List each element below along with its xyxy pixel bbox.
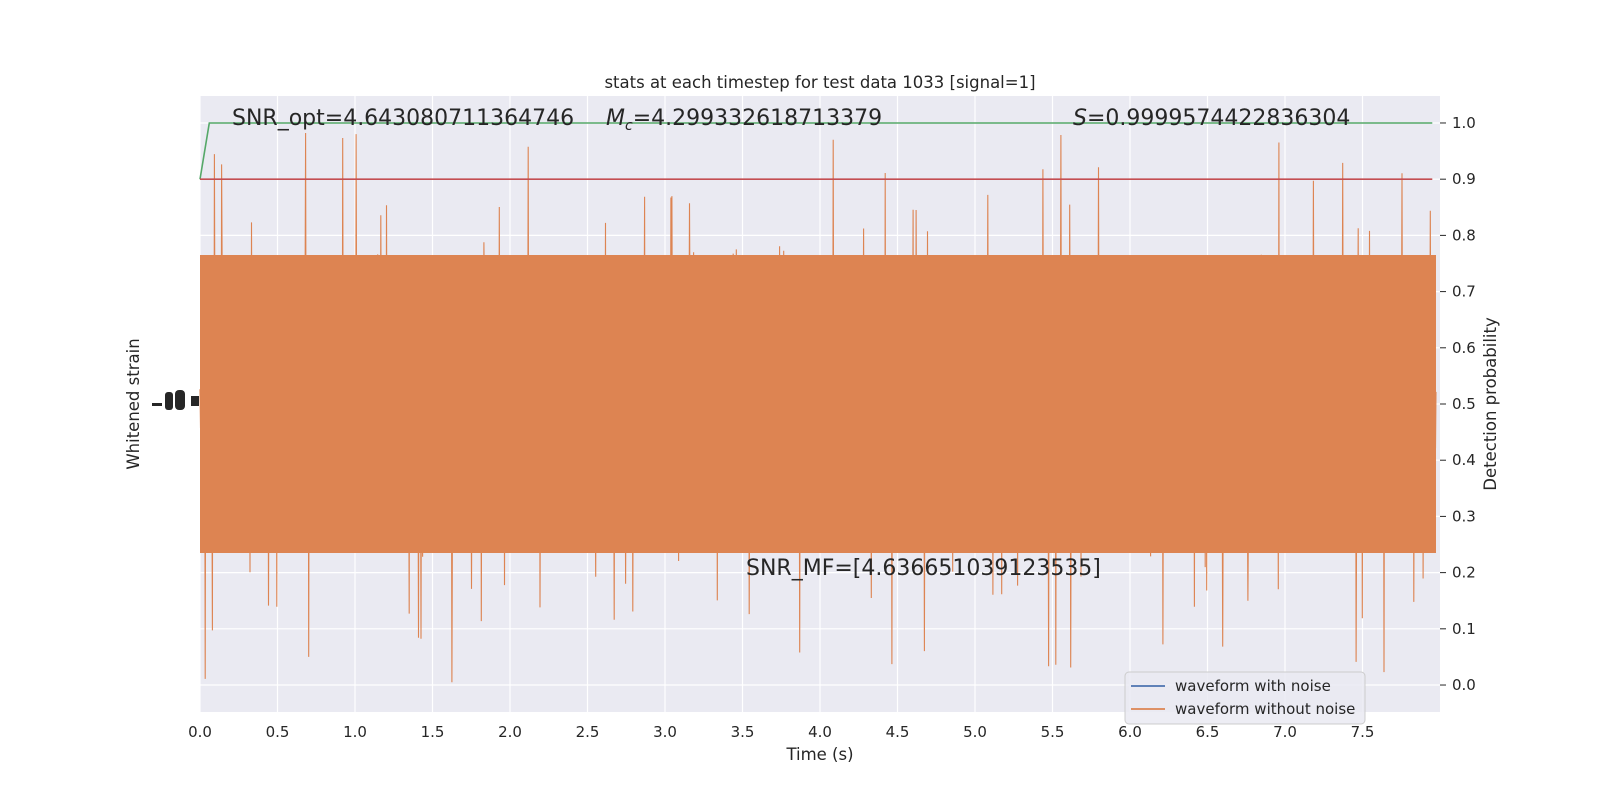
snr-opt-annotation: SNR_opt=4.643080711364746 [232,106,574,131]
y-tick-label: 0.8 [1452,226,1476,244]
left-y-axis-label: Whitened strain [124,338,143,469]
x-tick-label: 7.0 [1273,723,1297,741]
x-tick-label: 6.0 [1118,723,1142,741]
y-tick-label: 0.5 [1452,395,1476,413]
x-tick-label: 0.0 [188,723,212,741]
x-tick-label: 4.5 [886,723,910,741]
x-tick-label: 3.5 [731,723,755,741]
x-tick-label: 1.5 [421,723,445,741]
s-annotation: S=0.9999574422836304 [1073,106,1350,131]
legend: waveform with noise waveform without noi… [1124,671,1366,725]
chirp-mass-annotation: Mc=4.299332618713379 [606,106,882,134]
x-tick-label: 6.5 [1196,723,1220,741]
y-tick-label: 0.3 [1452,507,1476,525]
right-y-axis-label: Detection probability [1481,317,1500,491]
legend-label-with-noise: waveform with noise [1175,677,1331,695]
x-tick-label: 5.0 [963,723,987,741]
x-tick-label: 7.5 [1351,723,1375,741]
x-tick-label: 1.0 [343,723,367,741]
y-tick-label: 0.7 [1452,283,1476,301]
y-tick-label: 0.0 [1452,676,1476,694]
left-y-ticks-overlap [152,390,199,410]
detection-probability-line [199,122,1433,180]
y-tick-label: 0.1 [1452,620,1476,638]
y-tick-label: 1.0 [1452,114,1476,132]
x-axis-label: Time (s) [785,745,853,764]
chart-title: stats at each timestep for test data 103… [604,73,1035,92]
x-tick-label: 4.0 [808,723,832,741]
x-tick-label: 2.0 [498,723,522,741]
x-tick-label: 3.0 [653,723,677,741]
legend-box [1124,671,1366,725]
snr-mf-annotation: SNR_MF=[4.636651039123535] [746,556,1101,581]
x-tick-label: 0.5 [266,723,290,741]
waveform-without-noise-band [200,255,1436,553]
x-tick-label: 5.5 [1041,723,1065,741]
legend-label-without-noise: waveform without noise [1175,700,1355,718]
x-axis: 0.0 0.5 1.0 1.5 2.0 2.5 3.0 3.5 4.0 4.5 5.0 5.5 6.0 6… [188,723,1374,741]
y-tick-label: 0.4 [1452,451,1476,469]
waveform-without-noise-line [199,132,1437,683]
y-tick-label: 0.2 [1452,564,1476,582]
y-tick-label: 0.6 [1452,339,1476,357]
right-y-axis: 0.0 0.1 0.2 0.3 0.4 0.5 0.6 0.7 0.8 0.9 1.0 [1440,114,1476,694]
x-tick-label: 2.5 [576,723,600,741]
y-tick-label: 0.9 [1452,170,1476,188]
probability-lines [199,122,1433,180]
